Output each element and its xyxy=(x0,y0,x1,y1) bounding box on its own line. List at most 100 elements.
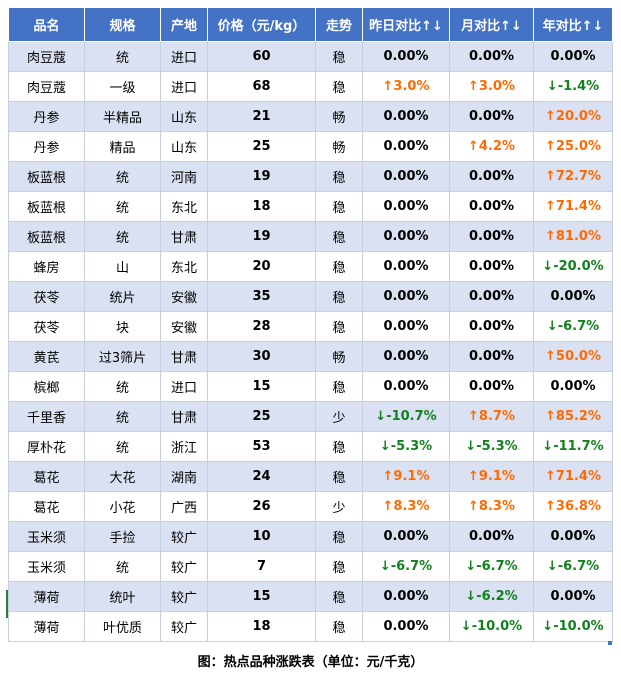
cell-name[interactable]: 玉米须 xyxy=(8,551,85,582)
cell-day-change[interactable]: 0.00% xyxy=(362,281,450,312)
cell-spec[interactable]: 统 xyxy=(84,221,161,252)
cell-origin[interactable]: 进口 xyxy=(160,71,208,102)
cell-price[interactable]: 26 xyxy=(207,491,316,522)
cell-origin[interactable]: 河南 xyxy=(160,161,208,192)
cell-year-change[interactable]: ↑25.0% xyxy=(533,131,613,162)
cell-month-change[interactable]: 0.00% xyxy=(449,341,534,372)
cell-year-change[interactable]: ↑81.0% xyxy=(533,221,613,252)
cell-price[interactable]: 10 xyxy=(207,521,316,552)
cell-spec[interactable]: 统 xyxy=(84,401,161,432)
cell-price[interactable]: 53 xyxy=(207,431,316,462)
cell-trend[interactable]: 稳 xyxy=(315,581,363,612)
cell-month-change[interactable]: 0.00% xyxy=(449,191,534,222)
cell-spec[interactable]: 统 xyxy=(84,191,161,222)
cell-price[interactable]: 28 xyxy=(207,311,316,342)
cell-price[interactable]: 15 xyxy=(207,371,316,402)
cell-day-change[interactable]: ↓-6.7% xyxy=(362,551,450,582)
cell-name[interactable]: 茯苓 xyxy=(8,311,85,342)
cell-price[interactable]: 21 xyxy=(207,101,316,132)
cell-month-change[interactable]: 0.00% xyxy=(449,41,534,72)
cell-month-change[interactable]: 0.00% xyxy=(449,521,534,552)
cell-price[interactable]: 60 xyxy=(207,41,316,72)
cell-name[interactable]: 茯苓 xyxy=(8,281,85,312)
cell-price[interactable]: 25 xyxy=(207,131,316,162)
cell-name[interactable]: 肉豆蔻 xyxy=(8,41,85,72)
cell-price[interactable]: 7 xyxy=(207,551,316,582)
cell-day-change[interactable]: 0.00% xyxy=(362,161,450,192)
cell-name[interactable]: 丹参 xyxy=(8,131,85,162)
cell-origin[interactable]: 安徽 xyxy=(160,281,208,312)
cell-price[interactable]: 30 xyxy=(207,341,316,372)
cell-day-change[interactable]: 0.00% xyxy=(362,311,450,342)
cell-trend[interactable]: 畅 xyxy=(315,101,363,132)
cell-month-change[interactable]: ↓-6.2% xyxy=(449,581,534,612)
cell-price[interactable]: 18 xyxy=(207,611,316,642)
cell-origin[interactable]: 较广 xyxy=(160,551,208,582)
cell-month-change[interactable]: 0.00% xyxy=(449,101,534,132)
cell-origin[interactable]: 甘肃 xyxy=(160,221,208,252)
cell-origin[interactable]: 进口 xyxy=(160,371,208,402)
cell-trend[interactable]: 稳 xyxy=(315,461,363,492)
cell-year-change[interactable]: ↑71.4% xyxy=(533,191,613,222)
cell-origin[interactable]: 山东 xyxy=(160,101,208,132)
cell-price[interactable]: 35 xyxy=(207,281,316,312)
cell-price[interactable]: 20 xyxy=(207,251,316,282)
cell-spec[interactable]: 手捡 xyxy=(84,521,161,552)
cell-spec[interactable]: 山 xyxy=(84,251,161,282)
cell-origin[interactable]: 东北 xyxy=(160,251,208,282)
cell-month-change[interactable]: ↓-10.0% xyxy=(449,611,534,642)
cell-trend[interactable]: 少 xyxy=(315,401,363,432)
cell-month-change[interactable]: 0.00% xyxy=(449,161,534,192)
cell-name[interactable]: 板蓝根 xyxy=(8,191,85,222)
cell-spec[interactable]: 统 xyxy=(84,551,161,582)
cell-name[interactable]: 板蓝根 xyxy=(8,161,85,192)
cell-year-change[interactable]: ↑85.2% xyxy=(533,401,613,432)
header-trend[interactable]: 走势 xyxy=(315,7,363,42)
cell-year-change[interactable]: ↓-6.7% xyxy=(533,551,613,582)
cell-name[interactable]: 葛花 xyxy=(8,461,85,492)
cell-year-change[interactable]: ↓-6.7% xyxy=(533,311,613,342)
cell-month-change[interactable]: ↓-5.3% xyxy=(449,431,534,462)
cell-trend[interactable]: 少 xyxy=(315,491,363,522)
cell-day-change[interactable]: 0.00% xyxy=(362,131,450,162)
cell-day-change[interactable]: ↑3.0% xyxy=(362,71,450,102)
cell-year-change[interactable]: 0.00% xyxy=(533,281,613,312)
cell-month-change[interactable]: ↑4.2% xyxy=(449,131,534,162)
cell-month-change[interactable]: ↑8.7% xyxy=(449,401,534,432)
cell-spec[interactable]: 统片 xyxy=(84,281,161,312)
cell-trend[interactable]: 稳 xyxy=(315,521,363,552)
cell-year-change[interactable]: 0.00% xyxy=(533,521,613,552)
cell-price[interactable]: 24 xyxy=(207,461,316,492)
cell-price[interactable]: 19 xyxy=(207,161,316,192)
cell-name[interactable]: 千里香 xyxy=(8,401,85,432)
cell-year-change[interactable]: ↑72.7% xyxy=(533,161,613,192)
cell-name[interactable]: 板蓝根 xyxy=(8,221,85,252)
cell-spec[interactable]: 半精品 xyxy=(84,101,161,132)
cell-spec[interactable]: 叶优质 xyxy=(84,611,161,642)
cell-spec[interactable]: 统叶 xyxy=(84,581,161,612)
cell-year-change[interactable]: ↑71.4% xyxy=(533,461,613,492)
cell-year-change[interactable]: ↓-11.7% xyxy=(533,431,613,462)
cell-year-change[interactable]: ↑36.8% xyxy=(533,491,613,522)
cell-spec[interactable]: 统 xyxy=(84,41,161,72)
cell-month-change[interactable]: ↑8.3% xyxy=(449,491,534,522)
cell-month-change[interactable]: ↑9.1% xyxy=(449,461,534,492)
cell-month-change[interactable]: 0.00% xyxy=(449,371,534,402)
cell-name[interactable]: 薄荷 xyxy=(8,611,85,642)
cell-name[interactable]: 槟榔 xyxy=(8,371,85,402)
cell-year-change[interactable]: 0.00% xyxy=(533,41,613,72)
cell-day-change[interactable]: 0.00% xyxy=(362,251,450,282)
cell-price[interactable]: 25 xyxy=(207,401,316,432)
cell-trend[interactable]: 稳 xyxy=(315,71,363,102)
cell-price[interactable]: 19 xyxy=(207,221,316,252)
cell-year-change[interactable]: ↓-1.4% xyxy=(533,71,613,102)
header-spec[interactable]: 规格 xyxy=(84,7,161,42)
cell-trend[interactable]: 稳 xyxy=(315,251,363,282)
cell-origin[interactable]: 较广 xyxy=(160,581,208,612)
cell-day-change[interactable]: 0.00% xyxy=(362,581,450,612)
cell-spec[interactable]: 一级 xyxy=(84,71,161,102)
cell-price[interactable]: 15 xyxy=(207,581,316,612)
cell-origin[interactable]: 甘肃 xyxy=(160,401,208,432)
cell-month-change[interactable]: 0.00% xyxy=(449,281,534,312)
cell-year-change[interactable]: ↑50.0% xyxy=(533,341,613,372)
